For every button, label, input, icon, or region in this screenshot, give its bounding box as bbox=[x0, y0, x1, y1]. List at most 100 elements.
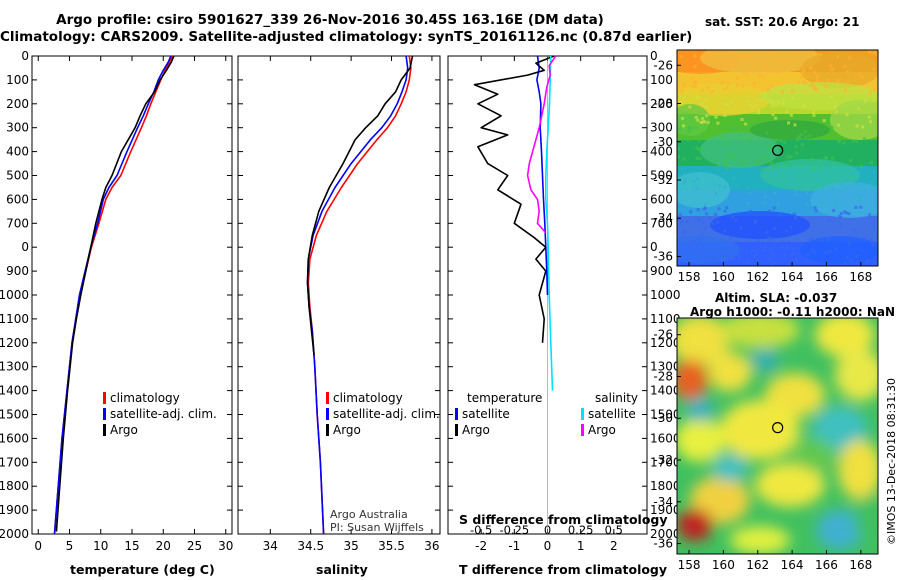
sst-pixel bbox=[738, 246, 742, 250]
sst-pixel bbox=[809, 66, 813, 70]
sst-pixel bbox=[875, 53, 878, 57]
sst-pixel bbox=[703, 120, 707, 124]
sst-pixel bbox=[744, 250, 748, 254]
sst-pixel bbox=[785, 229, 788, 233]
sst-pixel bbox=[725, 167, 729, 171]
sst-pixel bbox=[723, 229, 727, 233]
sst-pixel bbox=[724, 103, 728, 107]
sst-pixel bbox=[812, 113, 816, 117]
sst-pixel bbox=[695, 126, 698, 130]
sst-pixel bbox=[748, 137, 752, 141]
sst-pixel bbox=[753, 82, 756, 86]
sst-pixel bbox=[726, 102, 730, 106]
plot-frame-1 bbox=[237, 55, 441, 535]
sst-pixel bbox=[801, 80, 805, 84]
map-y-tick-label: -34 bbox=[653, 211, 673, 225]
sst-pixel bbox=[729, 236, 733, 240]
sst-pixel bbox=[793, 123, 797, 127]
sst-pixel bbox=[805, 191, 808, 195]
sst-pixel bbox=[720, 135, 724, 138]
sst-pixel bbox=[700, 102, 704, 106]
sst-pixel bbox=[711, 221, 715, 225]
sst-pixel bbox=[846, 70, 849, 74]
sst-pixel bbox=[867, 115, 871, 119]
sst-pixel bbox=[771, 165, 775, 169]
y-tick-label-right: 500 bbox=[650, 169, 673, 183]
sst-pixel bbox=[843, 210, 846, 214]
sst-pixel bbox=[702, 221, 706, 225]
sst-pixel bbox=[843, 88, 847, 92]
sst-pixel bbox=[720, 81, 724, 85]
map-x-tick-label: 160 bbox=[712, 558, 735, 572]
sst-pixel bbox=[785, 245, 789, 249]
sst-pixel bbox=[735, 83, 739, 87]
y-tick-label: 600 bbox=[6, 192, 29, 206]
legend-s-argo: Argo bbox=[588, 423, 616, 437]
sst-pixel bbox=[732, 126, 736, 130]
sst-pixel bbox=[706, 86, 710, 90]
sst-pixel bbox=[794, 145, 798, 149]
sst-pixel bbox=[813, 250, 817, 254]
sst-pixel bbox=[688, 105, 692, 109]
sst-pixel bbox=[765, 157, 769, 161]
sst-pixel bbox=[800, 143, 804, 147]
y-tick-label-right: 0 bbox=[650, 49, 658, 63]
x-tick-label: 25 bbox=[187, 539, 202, 553]
sst-pixel bbox=[768, 169, 772, 173]
sst-pixel bbox=[842, 141, 846, 145]
sst-pixel bbox=[756, 238, 760, 242]
x-tick-label: -2 bbox=[475, 539, 487, 553]
sst-pixel bbox=[821, 188, 825, 192]
sst-pixel bbox=[864, 99, 867, 103]
sst-pixel bbox=[694, 85, 698, 89]
sst-pixel bbox=[828, 249, 832, 253]
y-tick-label: 0 bbox=[21, 49, 29, 63]
sst-pixel bbox=[755, 56, 759, 60]
y-tick-label-right: 200 bbox=[650, 97, 673, 111]
sla-patch bbox=[838, 440, 878, 500]
sst-pixel bbox=[733, 60, 737, 63]
sst-pixel bbox=[763, 201, 767, 205]
annotation-line-2: PI: Susan Wijffels bbox=[330, 521, 424, 534]
sst-pixel bbox=[839, 212, 843, 215]
sla-map bbox=[677, 318, 878, 554]
plot-frame-0 bbox=[31, 55, 233, 535]
sst-pixel bbox=[806, 203, 809, 207]
map-x-tick-label: 158 bbox=[678, 558, 701, 572]
x-tick-label-secondary: -0.5 bbox=[470, 523, 492, 537]
sst-pixel bbox=[822, 119, 826, 123]
sst-pixel bbox=[833, 199, 837, 203]
sst-pixel bbox=[783, 253, 787, 257]
sst-pixel bbox=[767, 209, 771, 213]
sst-pixel bbox=[813, 167, 816, 171]
sst-pixel bbox=[771, 145, 775, 149]
sst-pixel bbox=[705, 114, 709, 118]
sst-pixel bbox=[872, 169, 876, 173]
sst-pixel bbox=[836, 55, 840, 59]
sst-pixel bbox=[723, 209, 727, 213]
s-difference-axis-label: S difference from climatology bbox=[459, 512, 668, 527]
sst-pixel bbox=[844, 179, 847, 183]
sst-pixel bbox=[834, 105, 837, 109]
sst-pixel bbox=[724, 246, 728, 250]
sst-pixel bbox=[800, 63, 804, 67]
sst-pixel bbox=[763, 64, 767, 68]
map-x-tick-label: 168 bbox=[849, 270, 872, 284]
sst-pixel bbox=[785, 61, 789, 65]
sst-pixel bbox=[769, 99, 773, 103]
sst-pixel bbox=[775, 171, 779, 175]
sst-pixel bbox=[769, 258, 773, 262]
sst-pixel bbox=[746, 261, 750, 265]
map-x-tick-label: 166 bbox=[815, 270, 838, 284]
sla-patch bbox=[720, 400, 800, 460]
sst-pixel bbox=[843, 262, 847, 266]
chart-subtitle: Climatology: CARS2009. Satellite-adjuste… bbox=[0, 29, 693, 45]
sst-pixel bbox=[846, 264, 850, 266]
map-x-tick-label: 164 bbox=[781, 270, 804, 284]
y-tick-label: 1100 bbox=[0, 312, 29, 326]
sst-pixel bbox=[769, 50, 773, 54]
sst-pixel bbox=[746, 186, 750, 190]
sst-pixel bbox=[832, 209, 836, 213]
sst-pixel bbox=[728, 152, 731, 156]
map-x-tick-label: 160 bbox=[712, 270, 735, 284]
